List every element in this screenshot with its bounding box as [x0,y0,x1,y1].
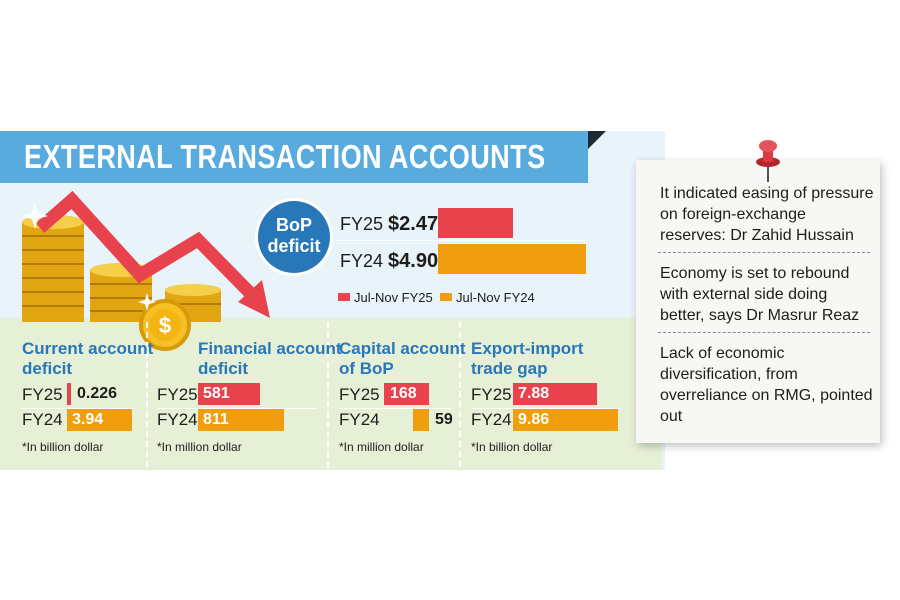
row-label-fy25: FY25 [471,385,512,404]
section-title-line1: Capital account [339,339,466,358]
row-divider [22,408,134,409]
bop-fy25-row: FY25 $2.47b [340,213,448,236]
section-title: Financial account deficit [198,339,342,379]
quote-divider [658,332,870,333]
bop-badge [258,201,330,273]
bar-current-account-fy24 [67,409,132,431]
section-title: Export-import trade gap [471,339,583,379]
row-divider [157,408,317,409]
row-divider [339,408,451,409]
bar-financial-account-fy24 [198,409,284,431]
bop-bar-fy24 [438,244,586,274]
bar-financial-account-fy25 [198,383,260,405]
bar-trade-gap-fy25 [513,383,597,405]
bop-divider [336,240,586,241]
quote-text: Economy is set to rebound with external … [660,265,860,324]
quote-divider [658,252,870,253]
quote-note-card [636,160,880,443]
bop-fy25-label: FY25 [340,214,384,234]
title-banner [0,131,588,183]
section-note: *In billion dollar [471,440,553,454]
section-separator [327,322,329,467]
row-label-fy24: FY24 [471,410,512,429]
value-label-financial-account-fy25: 581 [203,385,230,402]
section-title: Current account deficit [22,339,153,379]
legend-swatch-fy25 [338,293,350,301]
value-label-financial-account-fy24: 811 [203,411,229,428]
legend-swatch-fy24 [440,293,452,301]
falling-arrow-line [35,190,260,303]
dollar-coin-icon: $ [139,299,191,351]
value-label-trade-gap-fy24: 9.86 [518,411,550,428]
bop-label-line1: BoP [276,215,312,235]
section-note: *In million dollar [339,440,424,454]
bop-fy24-row: FY24 $4.90b [340,250,448,273]
section-title: Capital account of BoP [339,339,466,379]
bop-fy24-label: FY24 [340,251,384,271]
quote-text: It indicated easing of pressure on forei… [660,185,874,244]
section-separator [459,322,461,467]
bop-fy25-value: $2.47 [388,213,439,235]
bar-current-account-fy25 [67,383,71,405]
value-label-capital-account-fy24: 59 [435,411,453,428]
bar-trade-gap-fy24 [513,409,618,431]
value-label-capital-account-fy25: 168 [390,385,417,402]
row-label-fy25: FY25 [339,385,380,404]
section-title-line1: Current account [22,339,154,358]
bop-bar-fy25 [438,208,513,238]
section-title-line2: deficit [22,359,73,378]
bar-capital-account-fy24 [413,409,429,431]
value-label-trade-gap-fy25: 7.88 [518,385,550,402]
banner-fold [588,131,606,149]
section-title-line2: trade gap [471,359,548,378]
quote-text: Lack of economic diversification, from o… [660,345,873,425]
section-title-line2: deficit [198,359,249,378]
row-label-fy24: FY24 [339,410,380,429]
row-label-fy24: FY24 [22,410,63,429]
coins-arrow-illustration: $ [22,190,270,351]
row-divider [471,408,621,409]
section-title-line2: of BoP [339,359,394,378]
falling-arrow-head [238,280,270,318]
legend-label-fy25: Jul-Nov FY25 [354,290,433,305]
section-note: *In billion dollar [22,440,104,454]
legend-label-fy24: Jul-Nov FY24 [456,290,535,305]
bar-capital-account-fy25 [384,383,429,405]
section-title-line1: Financial account [198,339,342,358]
bop-label-line2: deficit [267,236,321,256]
push-pin-icon [756,140,780,182]
section-title-line1: Export-import [471,339,584,358]
coin-stack-left [22,215,84,322]
value-label-current-account-fy25: 0.226 [77,385,118,402]
page-title: EXTERNAL TRANSACTION ACCOUNTS [24,138,546,175]
svg-text:$: $ [159,313,171,338]
sparkle-icon [22,203,156,311]
value-label-current-account-fy24: 3.94 [72,411,104,428]
row-label-fy25: FY25 [22,385,63,404]
row-label-fy25: FY25 [157,385,198,404]
section-note: *In million dollar [157,440,242,454]
bop-fy24-value: $4.90 [388,250,439,272]
section-separator [146,322,148,467]
row-label-fy24: FY24 [157,410,198,429]
